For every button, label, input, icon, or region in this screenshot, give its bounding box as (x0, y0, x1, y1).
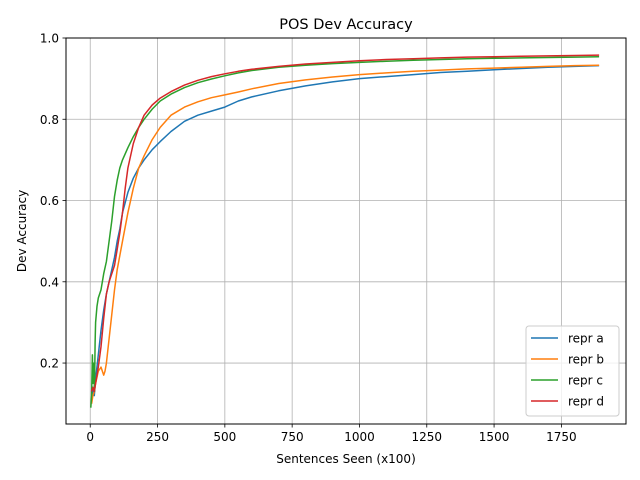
series-line-repr-c (90, 55, 600, 408)
x-axis-label: Sentences Seen (x100) (276, 452, 416, 466)
series-layer (90, 54, 600, 408)
y-tick-label: 0.8 (40, 113, 59, 127)
plot-area-frame (65, 37, 627, 425)
x-tick-label: 1500 (479, 430, 510, 444)
legend: repr a repr b repr c repr d (525, 325, 620, 417)
y-tick-label: 0.6 (40, 194, 59, 208)
y-tick-label: 0.2 (40, 357, 59, 371)
x-axis: 0 250 500 750 1000 1250 1500 1750 (86, 424, 577, 444)
x-tick-label: 0 (86, 430, 94, 444)
chart-title: POS Dev Accuracy (279, 17, 413, 33)
y-tick-label: 0.4 (40, 275, 59, 289)
grid (66, 37, 626, 424)
legend-label: repr d (568, 395, 604, 409)
series-line-repr-d (90, 54, 600, 393)
legend-frame (525, 325, 620, 417)
series-line-repr-b (90, 64, 600, 404)
legend-label: repr c (568, 374, 603, 388)
x-tick-label: 750 (281, 430, 304, 444)
x-tick-label: 1750 (546, 430, 577, 444)
x-tick-label: 1250 (411, 430, 442, 444)
x-tick-label: 250 (146, 430, 169, 444)
legend-label: repr a (568, 332, 604, 346)
y-axis-label: Dev Accuracy (15, 190, 29, 272)
x-tick-label: 500 (213, 430, 236, 444)
y-tick-label: 1.0 (40, 32, 59, 46)
y-axis: 0.2 0.4 0.6 0.8 1.0 (40, 32, 66, 371)
legend-label: repr b (568, 353, 604, 367)
x-tick-label: 1000 (344, 430, 375, 444)
